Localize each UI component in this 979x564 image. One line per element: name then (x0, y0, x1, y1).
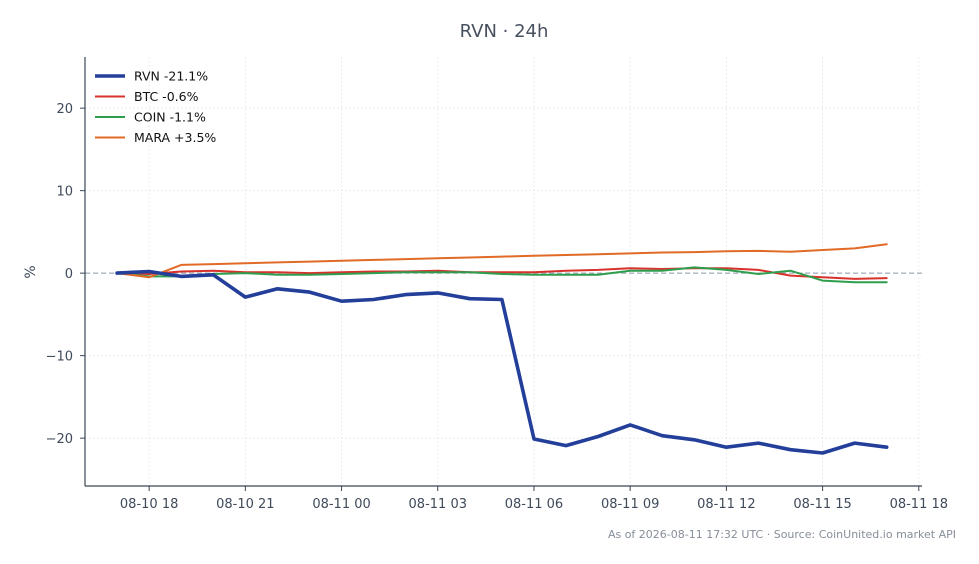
series-lines (115, 243, 889, 455)
y-tick-label: 10 (56, 185, 73, 200)
axes (80, 57, 922, 491)
legend-label: RVN -21.1% (134, 69, 208, 84)
legend-item-btc: BTC -0.6% (95, 89, 199, 104)
x-tick-label: 08-11 09 (601, 497, 659, 512)
legend-item-mara: MARA +3.5% (95, 130, 216, 145)
x-tick-label: 08-11 12 (697, 497, 755, 512)
legend-label: MARA +3.5% (134, 130, 216, 145)
series-line-coin (116, 266, 888, 284)
x-tick-label: 08-11 00 (312, 497, 370, 512)
legend-item-coin: COIN -1.1% (95, 110, 206, 125)
x-tick-label: 08-10 21 (216, 497, 274, 512)
y-tick-label: 0 (65, 267, 73, 282)
chart-title: RVN · 24h (460, 21, 549, 42)
y-tick-label: −10 (46, 350, 73, 365)
x-tick-label: 08-11 15 (793, 497, 851, 512)
series-line-rvn (115, 269, 889, 455)
legend-label: BTC -0.6% (134, 89, 199, 104)
tick-labels: 08-10 18 08-10 21 08-11 00 08-11 03 08-11 06… (46, 102, 948, 512)
series-line-mara (116, 243, 888, 279)
y-axis-label: % (23, 265, 39, 278)
legend-item-rvn: RVN -21.1% (95, 69, 208, 84)
y-tick-label: 20 (56, 102, 73, 117)
x-tick-label: 08-11 03 (409, 497, 467, 512)
x-tick-label: 08-11 06 (505, 497, 563, 512)
x-tick-label: 08-11 18 (890, 497, 948, 512)
legend: RVN -21.1% BTC -0.6% COIN -1.1% MARA +3.5% (95, 69, 216, 145)
x-tick-label: 08-10 18 (120, 497, 178, 512)
y-tick-label: −20 (46, 432, 73, 447)
legend-label: COIN -1.1% (134, 110, 206, 125)
data-source-note: As of 2026-08-11 17:32 UTC · Source: Coi… (608, 528, 956, 541)
